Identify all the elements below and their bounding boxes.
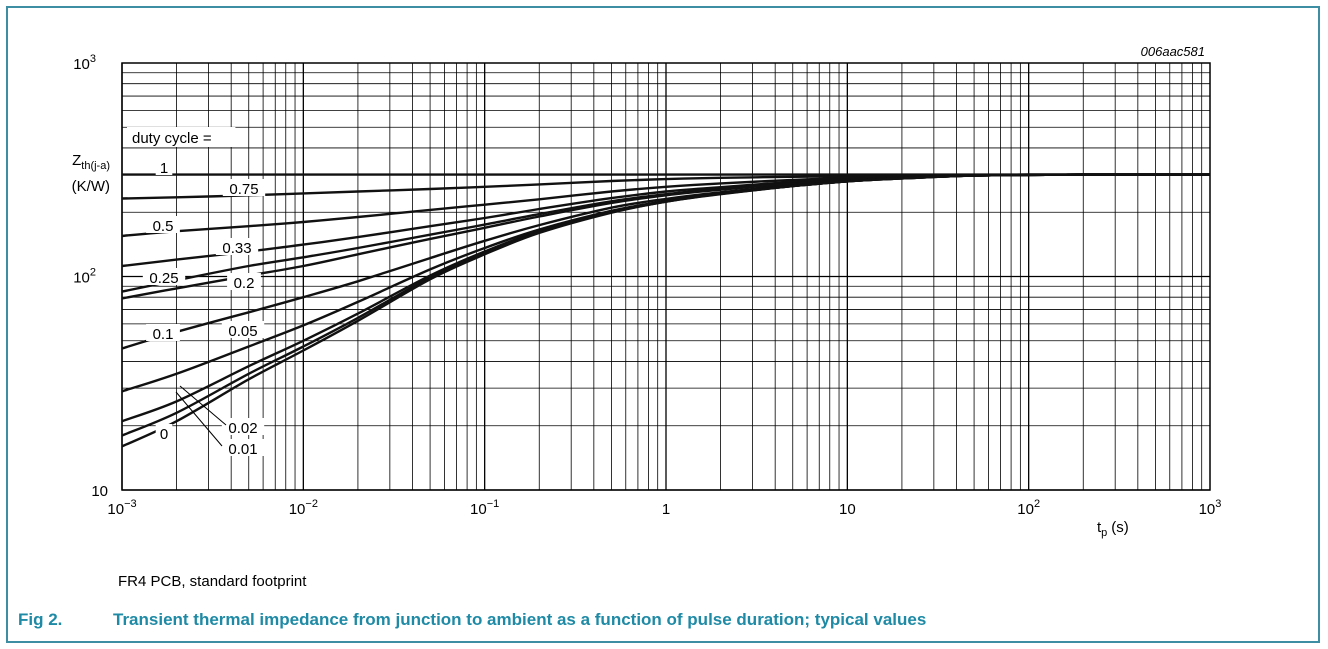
- leader-line: [175, 391, 223, 447]
- curve-label: 0.33: [222, 240, 251, 257]
- grid: [121, 62, 1211, 491]
- curve-label: 0.2: [234, 275, 255, 292]
- curve-0: [121, 173, 1210, 448]
- y-tick-label: 10: [91, 483, 108, 500]
- curve-label-bg: [146, 324, 180, 341]
- curve-label: 0.5: [153, 218, 174, 235]
- figure-code: 006aac581: [1141, 44, 1205, 59]
- figure-number: Fig 2.: [18, 610, 63, 629]
- x-tick-label: 10: [839, 501, 856, 518]
- x-tick-label: 10−2: [289, 498, 318, 518]
- x-tick-label: 103: [1199, 498, 1222, 518]
- curve-label-bg: [221, 321, 265, 338]
- curve-label: 0: [160, 426, 168, 443]
- curve-label: 0.75: [229, 181, 258, 198]
- curve-label: 0.02: [228, 420, 257, 437]
- x-tick-label: 10−1: [470, 498, 499, 518]
- curve-label-bg: [215, 238, 259, 255]
- curve-label: 0.1: [153, 326, 174, 343]
- curve-label-bg: [221, 418, 265, 435]
- curve-label: 0.25: [149, 270, 178, 287]
- curve-label-bg: [146, 216, 180, 233]
- curve-label-bg: [155, 158, 173, 175]
- legend-title-bg: [127, 127, 236, 147]
- footnote: FR4 PCB, standard footprint: [118, 573, 307, 590]
- y-tick-label: 103: [73, 53, 96, 73]
- y-tick-label: 102: [73, 267, 96, 287]
- y-axis-label: Zth(j-a): [72, 152, 110, 172]
- x-axis-label: tp (s): [1097, 519, 1129, 539]
- x-tick-label: 10−3: [107, 498, 136, 518]
- curve-label-bg: [155, 424, 173, 441]
- curve-label-bg: [142, 268, 186, 285]
- curve-label-bg: [227, 273, 261, 290]
- x-tick-label: 1: [662, 501, 670, 518]
- figure-frame: [6, 6, 1320, 643]
- curve-label-bg: [221, 439, 265, 456]
- curves: [121, 173, 1210, 448]
- curve-label: 0.05: [228, 323, 257, 340]
- x-tick-label: 102: [1017, 498, 1040, 518]
- curve-label: 1: [160, 160, 168, 177]
- figure-caption: Fig 2. Transient thermal impedance from j…: [18, 610, 926, 630]
- legend-title: duty cycle =: [132, 130, 212, 147]
- curve-label: 0.01: [228, 441, 257, 458]
- plot-border: [121, 62, 1211, 491]
- curve-label-bg: [222, 179, 266, 196]
- curve-labels: 1 0.75 0.5 0.33 0.25 0.2 0.1 0.05 0.02 0.01 0 duty …: [127, 127, 266, 458]
- figure-title: Transient thermal impedance from junctio…: [113, 610, 927, 629]
- leader-line: [179, 385, 227, 426]
- y-axis-unit: (K/W): [72, 178, 110, 195]
